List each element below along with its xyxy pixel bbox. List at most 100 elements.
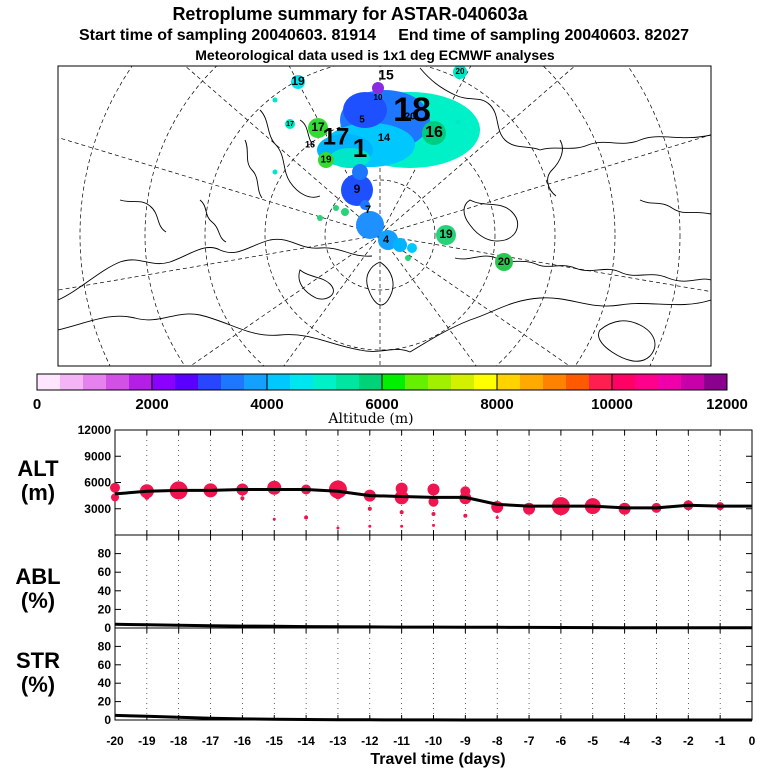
day-label: 4 [383,234,390,246]
y-tick-label: 40 [98,584,112,598]
altitude-point [428,496,439,507]
y-tick-label: 0 [104,621,111,635]
colorbar-cell [566,374,590,390]
day-label: 17 [286,121,294,128]
day-label: 16 [305,139,315,149]
colorbar-cell [497,374,521,390]
travel-time-axis: -20 -19 -18 -17 -16 -15 -14 -13 -12 -11 -10 -9 -8 -7-… [106,734,755,748]
series-line [114,488,752,510]
colorbar-cell [106,374,130,390]
x-tick-label: -12 [361,734,379,748]
y-tick-label: 20 [98,695,112,709]
altitude-point [463,513,468,518]
day-label: 20 [498,256,510,268]
colorbar-cell [198,374,222,390]
plume-blob [407,243,417,253]
day-label: 19 [291,74,305,88]
plume-blob [285,119,295,129]
altitude-colorbar: 0 2000 4000 6000 8000 10000 12000 Altitude (m) [33,373,748,427]
colorbar-cell [451,374,475,390]
day-label: 5 [359,115,365,126]
colorbar-cell [405,374,429,390]
y-tick-label: 60 [98,565,112,579]
map-frame [57,65,712,367]
altitude-point [240,496,245,501]
colorbar-cell [681,374,705,390]
plume-blob [341,208,349,216]
day-label: 14 [378,132,391,144]
plume-blob [436,225,456,245]
meteorological-data-line: Meteorological data used is 1x1 deg ECMW… [195,47,555,63]
map-panel: 19 20 18 17 16 15 14 9 7 4 19 20 17 19 1… [57,65,712,367]
colorbar-cell [704,374,728,390]
colorbar-cell [129,374,153,390]
sampling-time-line: Start time of sampling 20040603. 81914 E… [79,27,689,44]
colorbar-cell [60,374,84,390]
alt-panel-unit: (m) [21,480,55,505]
str-panel-label: STR [16,648,60,673]
x-tick-label: -3 [651,734,662,748]
colorbar-cell [290,374,314,390]
alt-panel: 3000 6000 9000 12000 [78,423,753,536]
colorbar-tick-label: 8000 [480,396,513,413]
altitude-point [328,480,347,499]
colorbar-tick-label: 10000 [591,396,633,413]
plume-blob [318,152,334,168]
x-tick-label: -5 [587,734,598,748]
day-label: 7 [365,204,371,216]
colorbar-cell [543,374,567,390]
y-tick-label: 3000 [84,502,111,516]
plume-blob [393,238,407,252]
x-tick-label: -20 [106,734,124,748]
day-label: 19 [320,155,332,166]
x-tick-label: -14 [297,734,315,748]
x-tick-label: -6 [556,734,567,748]
altitude-point [304,515,309,520]
x-tick-label: -10 [425,734,443,748]
colorbar-cell [612,374,636,390]
x-tick-label: -18 [170,734,188,748]
y-tick-label: 40 [98,676,112,690]
plume-blob [372,82,384,94]
x-tick-label: -7 [524,734,535,748]
colorbar-cell [428,374,452,390]
figure-title: Retroplume summary for ASTAR-040603a [172,4,528,24]
panel-frame [114,534,753,629]
day-label: 19 [439,227,453,241]
colorbar-tick-label: 2000 [135,396,168,413]
altitude-point [431,512,436,516]
x-tick-label: -8 [492,734,503,748]
plume-blob [341,174,373,206]
x-tick-label: -2 [683,734,694,748]
colorbar-cell [474,374,498,390]
altitude-point [427,483,440,496]
plume-blob [360,200,370,210]
plume-trajectory [272,66,513,271]
altitude-point [399,510,404,515]
colorbar-cell [313,374,337,390]
colorbar-tick-label: 4000 [250,396,283,413]
plume-blob [405,255,411,261]
x-axis-label: Travel time (days) [370,751,505,768]
x-tick-label: -4 [619,734,630,748]
altitude-point [144,494,150,500]
altitude-point [272,517,276,521]
x-tick-label: -19 [138,734,156,748]
altitude-point [368,524,372,528]
day-label: 9 [354,182,361,196]
altitude-point [400,524,404,528]
altitude-point [495,516,499,519]
colorbar-cell [336,374,360,390]
colorbar-cell [267,374,291,390]
day-label: 10 [374,93,383,102]
day-label: 1 [353,133,367,163]
colorbar-cell [37,374,61,390]
day-label: 20 [456,67,465,76]
plume-blob [291,75,305,89]
str-panel-unit: (%) [21,672,55,697]
y-tick-label: 80 [98,639,112,653]
y-tick-label: 6000 [84,476,111,490]
colorbar-tick-label: 12000 [706,396,748,413]
x-tick-label: -13 [329,734,347,748]
